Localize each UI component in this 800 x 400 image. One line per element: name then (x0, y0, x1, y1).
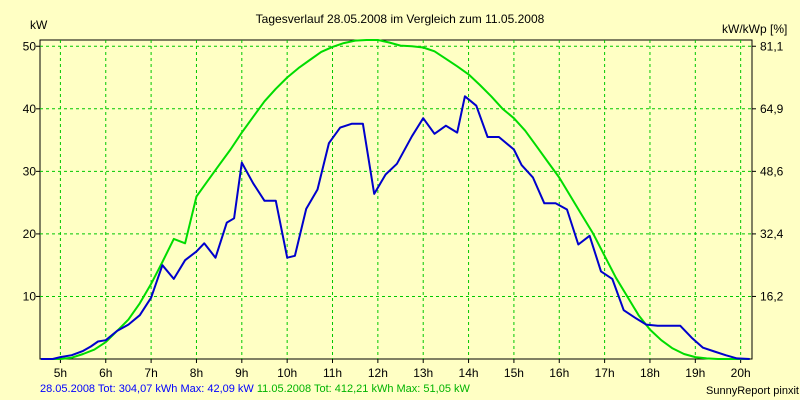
y-tick-label: 50 (23, 39, 37, 53)
x-tick-label: 9h (235, 366, 248, 380)
legend: 28.05.2008 Tot: 304,07 kWh Max: 42,09 kW… (40, 383, 470, 395)
x-tick-label: 20h (731, 366, 751, 380)
x-tick-label: 18h (640, 366, 660, 380)
chart-title: Tagesverlauf 28.05.2008 im Vergleich zum… (255, 12, 545, 26)
axis-ticks: 5h 6h 7h 8h 9h 10h 11h 12h 13h 14h 15h 16h 17h 18h 19h… (23, 39, 784, 380)
grid (40, 40, 752, 359)
series-line-1 (40, 95, 750, 360)
series-layer (40, 39, 750, 360)
x-tick-label: 6h (99, 366, 112, 380)
x-tick-label: 10h (277, 366, 297, 380)
y-axis-label-left: kW (30, 18, 48, 32)
y2-tick-label: 48,6 (760, 164, 784, 178)
y2-tick-label: 32,4 (760, 227, 784, 241)
x-tick-label: 8h (190, 366, 203, 380)
x-tick-label: 17h (595, 366, 615, 380)
y2-tick-label: 16,2 (760, 289, 784, 303)
credit-text: SunnyReport pinxit (706, 385, 799, 397)
y-axis-label-right: kW/kWp [%] (722, 22, 788, 36)
legend-series-2: 11.05.2008 Tot: 412,21 kWh Max: 51,05 kW (256, 383, 470, 395)
y-tick-label: 40 (23, 102, 37, 116)
x-tick-label: 15h (504, 366, 524, 380)
y-tick-label: 20 (23, 227, 37, 241)
y2-tick-label: 64,9 (760, 102, 784, 116)
x-tick-label: 12h (368, 366, 388, 380)
x-tick-label: 11h (323, 366, 342, 380)
x-tick-label: 13h (413, 366, 433, 380)
y2-tick-label: 81,1 (760, 39, 784, 53)
x-tick-label: 19h (685, 366, 705, 380)
plot-area (39, 39, 753, 360)
x-tick-label: 7h (144, 366, 157, 380)
x-tick-label: 14h (459, 366, 479, 380)
x-tick-label: 16h (549, 366, 569, 380)
series-line-2 (40, 39, 750, 360)
legend-series-1: 28.05.2008 Tot: 304,07 kWh Max: 42,09 kW (40, 383, 254, 395)
y-tick-label: 30 (23, 164, 37, 178)
y-tick-label: 10 (23, 289, 37, 303)
x-tick-label: 5h (54, 366, 67, 380)
